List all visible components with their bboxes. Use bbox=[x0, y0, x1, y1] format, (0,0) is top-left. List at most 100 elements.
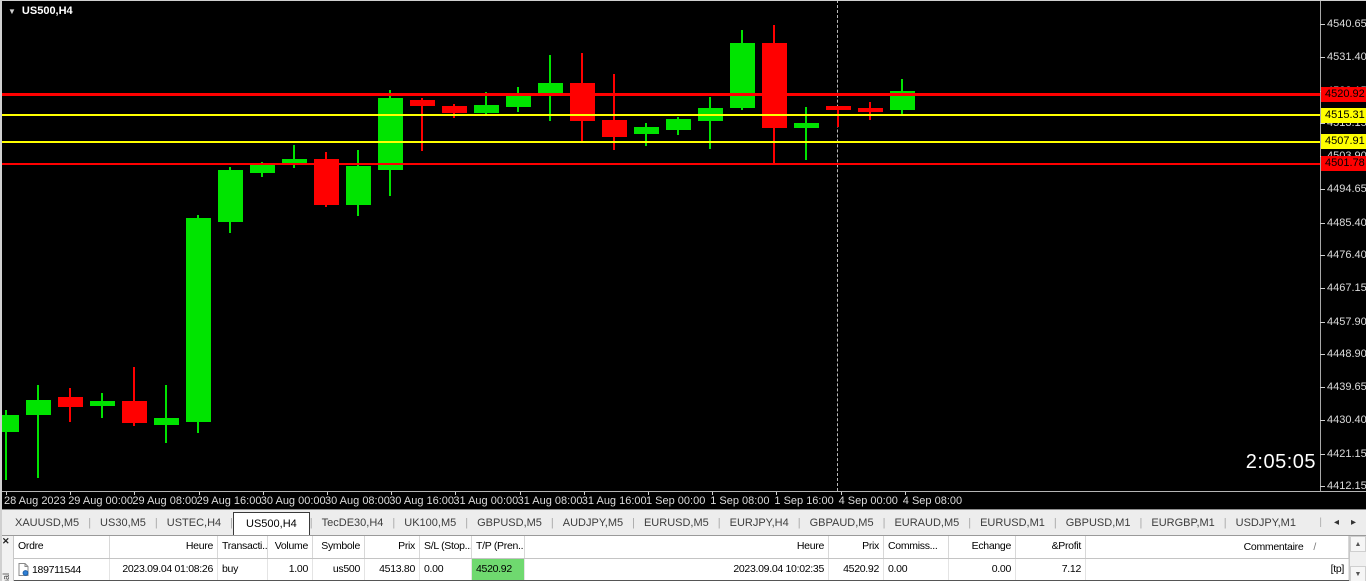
time-tick-mark bbox=[904, 492, 906, 495]
tab-separator: | bbox=[392, 516, 396, 529]
hline[interactable] bbox=[0, 93, 1320, 97]
price-tick-label: 4448.90 bbox=[1327, 347, 1366, 360]
tab-tecde30-h4[interactable]: TecDE30,H4 bbox=[321, 516, 384, 529]
tab-xauusd-m5[interactable]: XAUUSD,M5 bbox=[15, 516, 80, 529]
tab-eurusd-m1[interactable]: EURUSD,M1 bbox=[980, 516, 1045, 529]
candle-body bbox=[858, 108, 883, 112]
candle-body bbox=[346, 165, 371, 205]
candle-body bbox=[378, 97, 403, 171]
scroll-down-button[interactable]: ▼ bbox=[1350, 566, 1366, 581]
tab-eurusd-m5[interactable]: EURUSD,M5 bbox=[643, 516, 709, 529]
candle-body bbox=[26, 399, 51, 415]
time-tick-mark bbox=[712, 492, 714, 495]
candle-body bbox=[634, 127, 659, 134]
candle-wick bbox=[293, 145, 295, 168]
cell-heure: 2023.09.04 01:08:26 bbox=[110, 559, 218, 580]
column-header-commentaire[interactable]: Commentaire / bbox=[1086, 536, 1349, 558]
table-header-row: Ordre Heure Transacti... Volume Symbole Prix S… bbox=[14, 536, 1349, 559]
column-header-heure[interactable]: Heure bbox=[525, 536, 829, 558]
column-header-symbole[interactable]: Symbole bbox=[313, 536, 365, 558]
time-tick-label: 4 Sep 00:00 bbox=[838, 495, 898, 507]
cell-symbole: us500 bbox=[313, 559, 365, 580]
column-header-prix[interactable]: Prix bbox=[829, 536, 884, 558]
candle-body bbox=[794, 123, 819, 129]
candle-body bbox=[730, 42, 755, 108]
tab-eurgbp-m1[interactable]: EURGBP,M1 bbox=[1151, 516, 1215, 529]
column-header-prix[interactable]: Prix bbox=[365, 536, 420, 558]
price-tick-mark bbox=[1320, 420, 1325, 422]
candle-wick bbox=[421, 98, 423, 152]
tab-uk100-m5[interactable]: UK100,M5 bbox=[404, 516, 457, 529]
candle-body bbox=[282, 159, 307, 164]
time-tick-label: 1 Sep 08:00 bbox=[710, 495, 770, 507]
hline-price-label: 4507.91 bbox=[1321, 134, 1366, 150]
price-tick-mark bbox=[1320, 222, 1325, 224]
price-tick-mark bbox=[1320, 321, 1325, 323]
symbol-tab-strip: XAUUSD,M5 | US30,M5 | USTEC,H4 | US500,H4 | TecD… bbox=[0, 510, 1305, 536]
candle-body bbox=[0, 415, 19, 432]
tab-separator: | bbox=[1319, 517, 1322, 528]
cell-volume: 1.00 bbox=[268, 559, 313, 580]
table-row[interactable]: 189711544 2023.09.04 01:08:26 buy 1.00 us500… bbox=[14, 559, 1349, 581]
candle-wick bbox=[133, 367, 135, 427]
candle-wick bbox=[645, 123, 647, 147]
tab-us30-m5[interactable]: US30,M5 bbox=[100, 516, 146, 529]
column-header-t-p-pren-[interactable]: T/P (Pren... bbox=[472, 536, 525, 558]
tab-separator: | bbox=[1053, 516, 1057, 529]
column-header-ordre[interactable]: Ordre bbox=[14, 536, 110, 558]
tab-us500-h4[interactable]: US500,H4 bbox=[233, 511, 310, 536]
column-header-s-l-stop-[interactable]: S/L (Stop... bbox=[420, 536, 472, 558]
clock-indicator: 2:05:05 bbox=[1245, 451, 1316, 473]
scroll-up-icon: ▲ bbox=[1354, 540, 1362, 548]
order-doc-icon bbox=[18, 563, 29, 576]
column-header-transacti-[interactable]: Transacti... bbox=[218, 536, 268, 558]
window-top-edge bbox=[0, 0, 1366, 1]
cell-commentaire: [tp] bbox=[1086, 559, 1349, 580]
time-tick-mark bbox=[6, 492, 7, 495]
table-scrollbar[interactable]: ▲ ▼ bbox=[1349, 536, 1366, 581]
chart-plot[interactable] bbox=[0, 0, 1320, 491]
tab-euraud-m5[interactable]: EURAUD,M5 bbox=[894, 516, 960, 529]
candle-body bbox=[186, 218, 211, 423]
tab-gbpaud-m5[interactable]: GBPAUD,M5 bbox=[809, 516, 874, 529]
column-header-volume[interactable]: Volume bbox=[268, 536, 313, 558]
column-header-commiss-[interactable]: Commiss... bbox=[884, 536, 949, 558]
column-header--profit[interactable]: &Profit bbox=[1016, 536, 1086, 558]
time-tick-label: 4 Sep 08:00 bbox=[902, 495, 963, 507]
tab-usdjpy-m1[interactable]: USDJPY,M1 bbox=[1235, 516, 1296, 529]
column-header-echange[interactable]: Echange bbox=[949, 536, 1016, 558]
hline[interactable] bbox=[0, 140, 1320, 143]
tab-separator: | bbox=[154, 516, 158, 529]
price-tick-mark bbox=[1320, 57, 1325, 59]
panel-side-strip: ✕ Terminal bbox=[0, 536, 14, 581]
candle-body bbox=[474, 105, 499, 113]
tab-gbpusd-m1[interactable]: GBPUSD,M1 bbox=[1065, 516, 1131, 529]
tab-audjpy-m5[interactable]: AUDJPY,M5 bbox=[562, 516, 624, 529]
candle-body bbox=[506, 95, 531, 107]
candle-wick bbox=[5, 409, 7, 480]
candle-body bbox=[218, 170, 243, 222]
scroll-up-button[interactable]: ▲ bbox=[1350, 536, 1366, 552]
panel-close-button[interactable]: ✕ bbox=[2, 536, 10, 546]
time-tick-label: 29 Aug 08:00 bbox=[132, 495, 198, 507]
tab-scroll-right-icon[interactable]: ▸ bbox=[1350, 517, 1356, 528]
time-tick-mark bbox=[583, 492, 585, 495]
hline[interactable] bbox=[0, 114, 1320, 117]
hline[interactable] bbox=[0, 162, 1320, 165]
trade-history-panel: ✕ Terminal OrdreHeureTransacti...VolumeS… bbox=[0, 535, 1366, 581]
column-header-heure[interactable]: Heure bbox=[110, 536, 218, 558]
price-tick-label: 4430.40 bbox=[1327, 414, 1366, 427]
period-separator-line bbox=[837, 0, 838, 491]
time-tick-mark bbox=[840, 492, 842, 495]
cell-echange: 0.00 bbox=[949, 559, 1016, 580]
price-tick-label: 4412.15 bbox=[1327, 480, 1366, 492]
tab-separator: | bbox=[797, 516, 801, 529]
scroll-down-icon: ▼ bbox=[1354, 570, 1362, 578]
tab-scroll-left-icon[interactable]: ◂ bbox=[1333, 517, 1339, 528]
tab-separator: | bbox=[88, 516, 92, 529]
tab-gbpusd-m5[interactable]: GBPUSD,M5 bbox=[477, 516, 542, 529]
tab-ustec-h4[interactable]: USTEC,H4 bbox=[166, 516, 222, 529]
tab-eurjpy-h4[interactable]: EURJPY,H4 bbox=[729, 516, 789, 529]
tab-separator: | bbox=[230, 516, 234, 529]
cell-prix: 4520.92 bbox=[829, 559, 884, 580]
